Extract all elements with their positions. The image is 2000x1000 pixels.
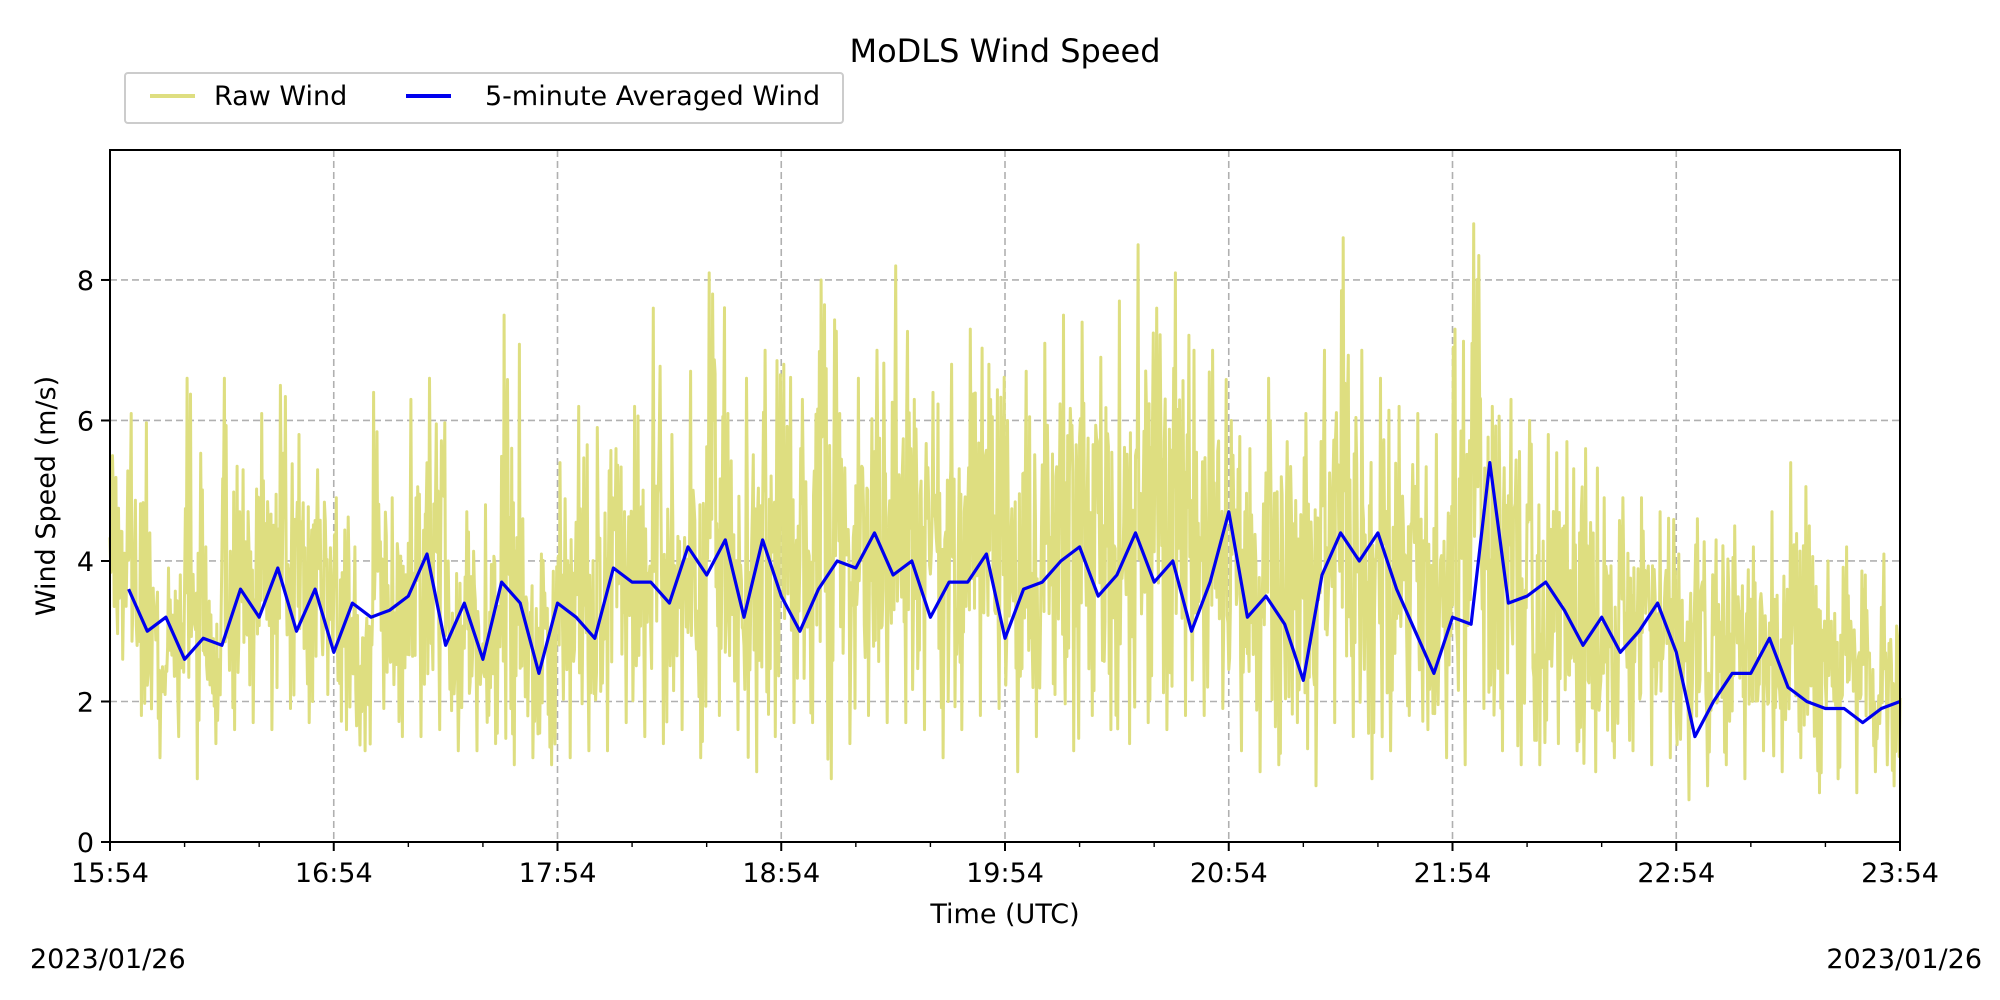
x-axis-label: Time (UTC): [929, 899, 1079, 930]
y-tick-label: 4: [77, 547, 94, 578]
y-tick-label: 0: [77, 828, 94, 859]
x-tick-label: 23:54: [1861, 858, 1939, 889]
chart-title: MoDLS Wind Speed: [849, 32, 1160, 70]
y-tick-label: 8: [77, 266, 94, 297]
legend: Raw Wind 5-minute Averaged Wind: [124, 72, 844, 124]
legend-frame: [124, 72, 844, 124]
plot-area: [108, 222, 1902, 802]
end-date-label: 2023/01/26: [1826, 944, 1982, 975]
x-axis: 15:54 16:54 17:54 18:54 19:54 20:54 21:54 22:54…: [71, 842, 1939, 889]
x-tick-label: 22:54: [1637, 858, 1715, 889]
legend-label-avg: 5-minute Averaged Wind: [485, 81, 820, 112]
x-tick-label: 20:54: [1190, 858, 1268, 889]
raw-wind-series: [108, 222, 1902, 802]
x-tick-label: 18:54: [742, 858, 820, 889]
averaged-wind-line: [127, 461, 1901, 739]
x-tick-label: 19:54: [966, 858, 1044, 889]
x-tick-label: 16:54: [295, 858, 373, 889]
y-tick-label: 2: [77, 687, 94, 718]
x-tick-label: 21:54: [1414, 858, 1492, 889]
x-tick-label: 17:54: [519, 858, 597, 889]
y-axis: 0 2 4 6 8: [77, 266, 110, 859]
legend-label-raw: Raw Wind: [214, 81, 347, 112]
start-date-label: 2023/01/26: [30, 944, 186, 975]
y-axis-label: Wind Speed (m/s): [31, 376, 62, 616]
y-tick-label: 6: [77, 406, 94, 437]
x-tick-label: 15:54: [71, 858, 149, 889]
raw-wind-line: [108, 222, 1902, 802]
